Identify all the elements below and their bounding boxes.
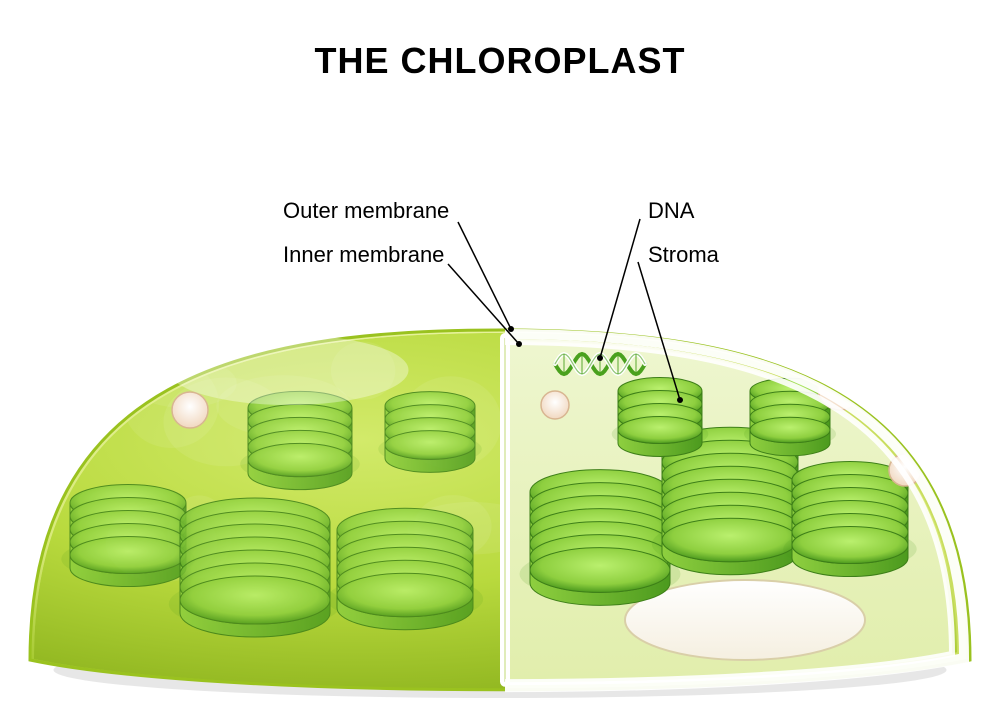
granum <box>61 484 194 586</box>
diagram-title: THE CHLOROPLAST <box>0 40 1000 82</box>
granum <box>612 378 709 457</box>
ribosome <box>172 392 208 428</box>
diagram-stage: THE CHLOROPLAST Outer membrane Inner mem… <box>0 0 1000 707</box>
label-dna: DNA <box>648 198 694 224</box>
label-stroma: Stroma <box>648 242 719 268</box>
label-outer-membrane: Outer membrane <box>283 198 449 224</box>
granum <box>240 391 360 489</box>
granum <box>327 508 483 630</box>
granum <box>169 498 342 637</box>
highlight <box>169 335 409 405</box>
granum <box>378 392 482 473</box>
chloroplast-svg <box>0 0 1000 707</box>
ribosome <box>541 391 569 419</box>
leader-outer_membrane <box>458 222 511 329</box>
label-inner-membrane: Inner membrane <box>283 242 444 268</box>
